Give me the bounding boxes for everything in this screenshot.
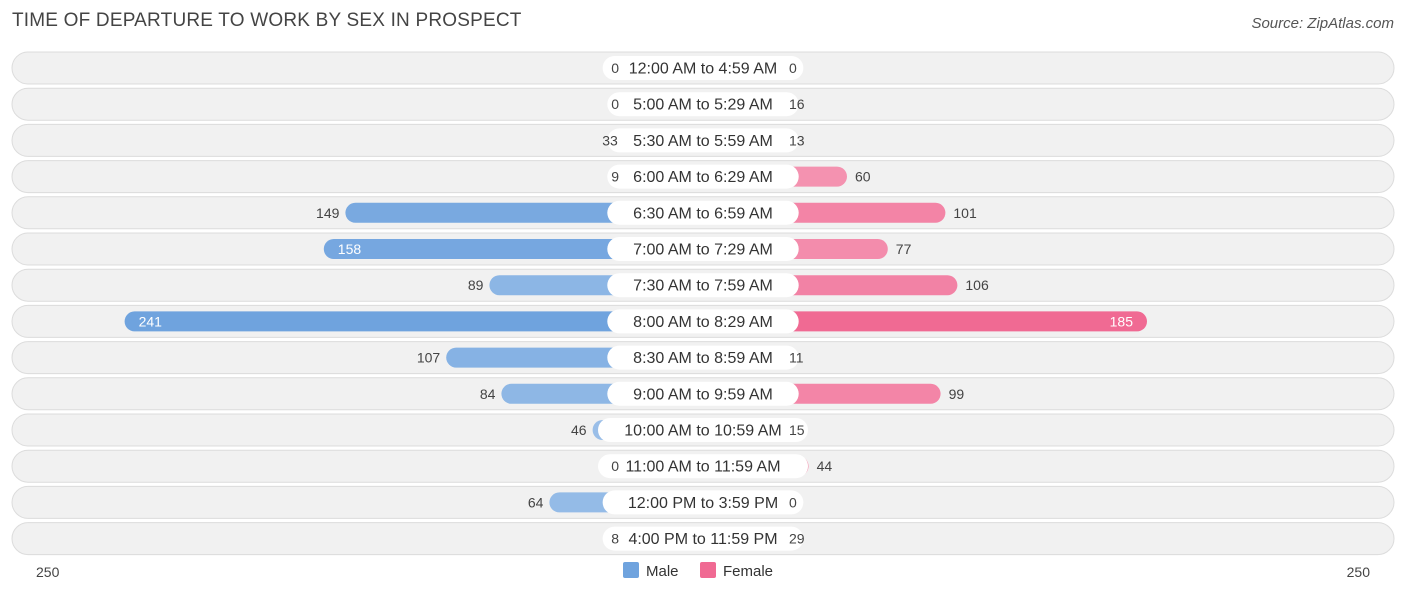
category-label-bg — [607, 200, 799, 225]
male-value-label: 33 — [602, 132, 618, 148]
chart-row: 12:00 AM to 4:59 AM 0 0 — [11, 51, 1395, 85]
category-label: 7:30 AM to 7:59 AM — [633, 278, 773, 295]
male-value-label: 64 — [528, 494, 544, 510]
axis-label-left: 250 — [36, 564, 60, 580]
male-bar — [124, 311, 704, 332]
female-value-label: 0 — [789, 494, 797, 510]
category-label: 11:00 AM to 11:59 AM — [625, 459, 780, 476]
male-value-label: 158 — [338, 241, 362, 257]
chart-row: 7:00 AM to 7:29 AM 158 77 — [11, 232, 1395, 266]
category-label: 4:00 PM to 11:59 PM — [628, 531, 777, 548]
source-label: Source: ZipAtlas.com — [1251, 15, 1394, 32]
female-bar — [703, 311, 1147, 332]
female-value-label: 77 — [896, 241, 912, 257]
chart-row: 12:00 PM to 3:59 PM 64 0 — [11, 485, 1395, 519]
category-label: 12:00 PM to 3:59 PM — [628, 495, 778, 512]
legend: Male Female — [623, 562, 773, 580]
female-value-label: 13 — [789, 132, 805, 148]
legend-male-swatch — [623, 562, 639, 578]
female-value-label: 0 — [789, 60, 797, 76]
female-value-label: 60 — [855, 169, 871, 185]
chart-row: 8:00 AM to 8:29 AM 241 185 — [11, 304, 1395, 338]
chart-row: 5:00 AM to 5:29 AM 0 16 — [11, 87, 1395, 121]
male-bar — [323, 239, 703, 259]
category-label-bg — [602, 490, 804, 515]
chart-row: 5:30 AM to 5:59 AM 33 13 — [11, 123, 1395, 157]
chart-row: 9:00 AM to 9:59 AM 84 99 — [11, 377, 1395, 411]
chart-row: 4:00 PM to 11:59 PM 8 29 — [11, 522, 1395, 556]
female-value-label: 99 — [949, 386, 965, 402]
category-label-bg — [607, 164, 799, 189]
category-label: 7:00 AM to 7:29 AM — [633, 242, 773, 259]
axis-label-right: 250 — [1347, 564, 1371, 580]
chart-row: 6:00 AM to 6:29 AM 9 60 — [11, 160, 1395, 194]
female-value-label: 185 — [1110, 313, 1134, 329]
chart-row: 11:00 AM to 11:59 AM 0 44 — [11, 449, 1395, 483]
category-label-bg — [602, 56, 804, 80]
legend-male-label: Male — [646, 563, 679, 580]
male-value-label: 8 — [611, 531, 619, 547]
male-value-label: 0 — [611, 458, 619, 474]
category-label: 8:00 AM to 8:29 AM — [633, 314, 773, 331]
female-value-label: 29 — [789, 531, 805, 547]
category-label-bg — [607, 273, 799, 298]
category-label: 10:00 AM to 10:59 AM — [624, 423, 781, 440]
male-value-label: 0 — [611, 60, 619, 76]
female-value-label: 44 — [817, 458, 833, 474]
category-label: 9:00 AM to 9:59 AM — [633, 386, 773, 403]
chart-row: 7:30 AM to 7:59 AM 89 106 — [11, 268, 1395, 302]
category-label-bg — [607, 237, 799, 261]
female-value-label: 11 — [789, 350, 804, 366]
category-label-bg — [598, 418, 808, 442]
category-label-bg — [607, 309, 799, 334]
category-label-bg — [607, 381, 799, 406]
category-label-bg — [607, 92, 799, 117]
category-label-bg — [602, 526, 804, 551]
chart-row: 6:30 AM to 6:59 AM 149 101 — [11, 196, 1395, 230]
female-value-label: 106 — [965, 277, 989, 293]
category-label: 8:30 AM to 8:59 AM — [633, 350, 773, 367]
male-value-label: 46 — [571, 422, 587, 438]
male-value-label: 149 — [316, 205, 340, 221]
chart-title: TIME OF DEPARTURE TO WORK BY SEX IN PROS… — [12, 10, 522, 31]
female-value-label: 16 — [789, 96, 805, 112]
male-value-label: 107 — [417, 350, 441, 366]
category-label: 5:30 AM to 5:59 AM — [633, 133, 773, 150]
male-value-label: 89 — [468, 277, 484, 293]
legend-female-label: Female — [723, 563, 773, 580]
male-value-label: 84 — [480, 386, 496, 402]
category-label-bg — [607, 128, 799, 153]
category-label-bg — [598, 454, 808, 479]
category-label-bg — [607, 345, 799, 370]
female-value-label: 101 — [953, 205, 977, 221]
legend-female-swatch — [700, 562, 716, 578]
category-label: 6:30 AM to 6:59 AM — [633, 205, 773, 222]
female-value-label: 15 — [789, 422, 805, 438]
chart-row: 8:30 AM to 8:59 AM 107 11 — [11, 341, 1395, 375]
chart-row: 10:00 AM to 10:59 AM 46 15 — [11, 413, 1395, 447]
male-value-label: 9 — [611, 169, 619, 185]
category-label: 6:00 AM to 6:29 AM — [633, 169, 773, 186]
category-label: 5:00 AM to 5:29 AM — [633, 97, 773, 114]
male-value-label: 0 — [611, 96, 619, 112]
category-label: 12:00 AM to 4:59 AM — [629, 61, 778, 78]
male-value-label: 241 — [139, 313, 163, 329]
